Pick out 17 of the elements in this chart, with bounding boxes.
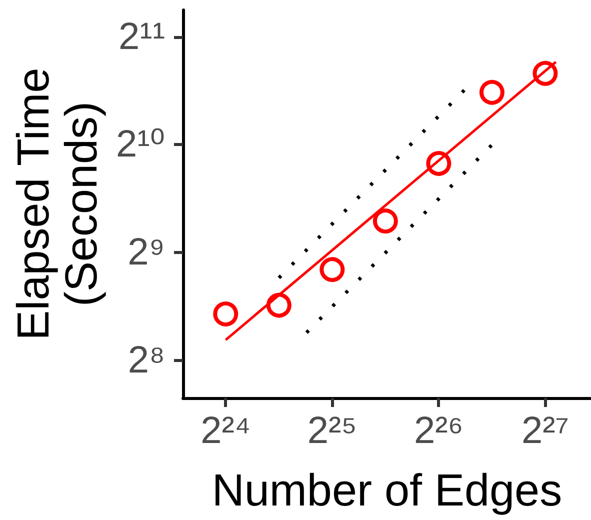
y-tick-label: 2⁸ [128,339,165,382]
x-tick-label: 2²⁴ [200,410,251,452]
y-tick-label: 2¹⁰ [116,124,165,166]
point [426,150,452,176]
x-tick-label: 2²⁷ [521,410,569,452]
x-tick-label: 2²⁶ [414,410,464,452]
x-axis-title: Number of Edges [212,464,562,516]
point [479,80,504,105]
point [213,301,238,326]
point [266,292,292,318]
y-tick-label: 2¹¹ [118,16,165,58]
point [372,208,398,234]
y-tick-label: 2⁹ [128,232,165,274]
x-tick-label: 2²⁵ [307,410,357,452]
y-axis-title: Elapsed Time (Seconds) [8,68,107,340]
point [320,257,345,282]
point [532,60,558,86]
